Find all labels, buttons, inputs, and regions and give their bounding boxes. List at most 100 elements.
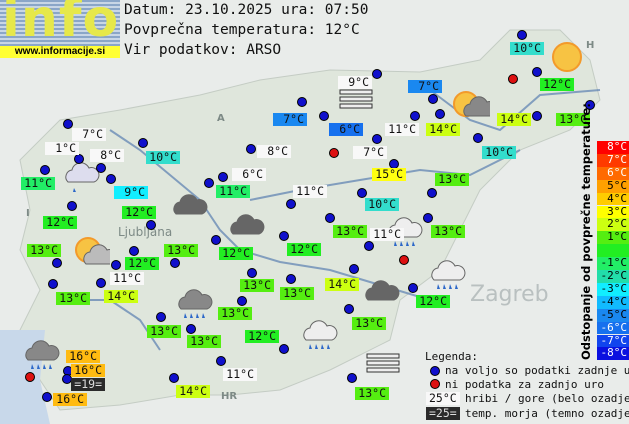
station-temperature-label: 8°C — [90, 149, 124, 162]
station-dot-available[interactable] — [218, 172, 228, 182]
average-temperature: Povprečna temperatura: 12°C — [124, 22, 360, 38]
station-temperature-label: 13°C — [355, 387, 389, 400]
station-dot-available[interactable] — [286, 274, 296, 284]
map-label-austria: A — [217, 113, 225, 124]
scale-band: 2°C — [597, 218, 629, 232]
station-temperature-label: 13°C — [431, 225, 465, 238]
station-dot-available[interactable] — [372, 69, 382, 79]
station-dot-available[interactable] — [286, 199, 296, 209]
station-temperature-label: 13°C — [147, 325, 181, 338]
map-label-ljubljana: Ljubljana — [118, 225, 173, 239]
station-temperature-label: 11°C — [293, 185, 327, 198]
station-temperature-label: 16°C — [53, 393, 87, 406]
station-temperature-label: 10°C — [365, 198, 399, 211]
station-temperature-label: 6°C — [329, 123, 363, 136]
station-dot-available[interactable] — [48, 279, 58, 289]
station-temperature-label: 11°C — [110, 272, 144, 285]
station-temperature-label: 12°C — [416, 295, 450, 308]
station-dot-available[interactable] — [204, 178, 214, 188]
station-dot-available[interactable] — [129, 246, 139, 256]
station-dot-available[interactable] — [517, 30, 527, 40]
station-dot-available[interactable] — [364, 241, 374, 251]
station-temperature-label: 9°C — [114, 186, 148, 199]
station-dot-available[interactable] — [52, 258, 62, 268]
scale-band: -5°C — [597, 308, 629, 322]
station-dot-available[interactable] — [473, 133, 483, 143]
station-dot-available[interactable] — [216, 356, 226, 366]
map-label-zagreb: Zagreb — [470, 282, 549, 307]
station-temperature-label: 14°C — [426, 123, 460, 136]
station-dot-available[interactable] — [237, 296, 247, 306]
legend-available-dot-icon — [430, 366, 440, 376]
station-dot-available[interactable] — [138, 138, 148, 148]
station-temperature-label: 6°C — [232, 168, 266, 181]
station-dot-missing[interactable] — [399, 255, 409, 265]
station-temperature-label: 8°C — [257, 145, 291, 158]
station-dot-available[interactable] — [297, 97, 307, 107]
station-dot-available[interactable] — [532, 111, 542, 121]
scale-band: -6°C — [597, 321, 629, 335]
station-dot-available[interactable] — [40, 165, 50, 175]
station-dot-missing[interactable] — [25, 372, 35, 382]
station-dot-available[interactable] — [246, 144, 256, 154]
station-dot-available[interactable] — [63, 119, 73, 129]
light-rain-icon — [62, 160, 102, 200]
map-label-italy: I — [26, 208, 30, 219]
station-dot-available[interactable] — [319, 111, 329, 121]
logo-url[interactable]: www.informacije.si — [0, 46, 120, 58]
overcast-icon — [227, 212, 267, 252]
logo[interactable]: info www.informacije.si — [0, 0, 120, 58]
station-temperature-label: 12°C — [219, 247, 253, 260]
station-temperature-label: 16°C — [71, 364, 105, 377]
station-dot-available[interactable] — [169, 373, 179, 383]
legend-missing-text: ni podatka za zadnjo uro — [445, 378, 604, 391]
station-dot-available[interactable] — [428, 94, 438, 104]
station-dot-available[interactable] — [585, 100, 595, 110]
station-dot-available[interactable] — [435, 109, 445, 119]
station-dot-available[interactable] — [186, 324, 196, 334]
station-dot-available[interactable] — [279, 344, 289, 354]
station-temperature-label: 7°C — [408, 80, 442, 93]
legend-missing-dot-icon — [430, 379, 440, 389]
station-dot-available[interactable] — [372, 134, 382, 144]
station-dot-available[interactable] — [410, 111, 420, 121]
station-dot-available[interactable] — [67, 201, 77, 211]
station-dot-available[interactable] — [408, 283, 418, 293]
sun-icon — [550, 40, 590, 80]
station-temperature-label: 15°C — [372, 168, 406, 181]
data-source: Vir podatkov: ARSO — [124, 42, 282, 58]
station-temperature-label: 13°C — [435, 173, 469, 186]
station-dot-available[interactable] — [423, 213, 433, 223]
station-dot-available[interactable] — [96, 163, 106, 173]
station-dot-missing[interactable] — [329, 148, 339, 158]
station-temperature-label: 11°C — [223, 368, 257, 381]
scale-band: -4°C — [597, 295, 629, 309]
station-temperature-label: 10°C — [146, 151, 180, 164]
station-dot-available[interactable] — [170, 258, 180, 268]
scale-band: 4°C — [597, 192, 629, 206]
station-dot-available[interactable] — [156, 312, 166, 322]
scale-band: 5°C — [597, 179, 629, 193]
station-temperature-label: 10°C — [482, 146, 516, 159]
rain-icon — [428, 258, 468, 298]
station-dot-available[interactable] — [347, 373, 357, 383]
station-dot-available[interactable] — [211, 235, 221, 245]
station-dot-available[interactable] — [427, 188, 437, 198]
station-dot-missing[interactable] — [508, 74, 518, 84]
scale-band: 3°C — [597, 205, 629, 219]
station-dot-available[interactable] — [146, 220, 156, 230]
station-dot-available[interactable] — [279, 231, 289, 241]
station-dot-available[interactable] — [111, 260, 121, 270]
station-dot-available[interactable] — [106, 174, 116, 184]
station-dot-available[interactable] — [325, 213, 335, 223]
station-dot-available[interactable] — [344, 304, 354, 314]
station-temperature-label: 13°C — [218, 307, 252, 320]
station-dot-available[interactable] — [42, 392, 52, 402]
legend-mountain-text: hribi / gore (belo ozadje) — [465, 392, 629, 405]
station-dot-available[interactable] — [357, 188, 367, 198]
station-dot-available[interactable] — [349, 264, 359, 274]
station-dot-available[interactable] — [96, 278, 106, 288]
station-dot-available[interactable] — [247, 268, 257, 278]
station-dot-available[interactable] — [74, 154, 84, 164]
station-dot-available[interactable] — [532, 67, 542, 77]
